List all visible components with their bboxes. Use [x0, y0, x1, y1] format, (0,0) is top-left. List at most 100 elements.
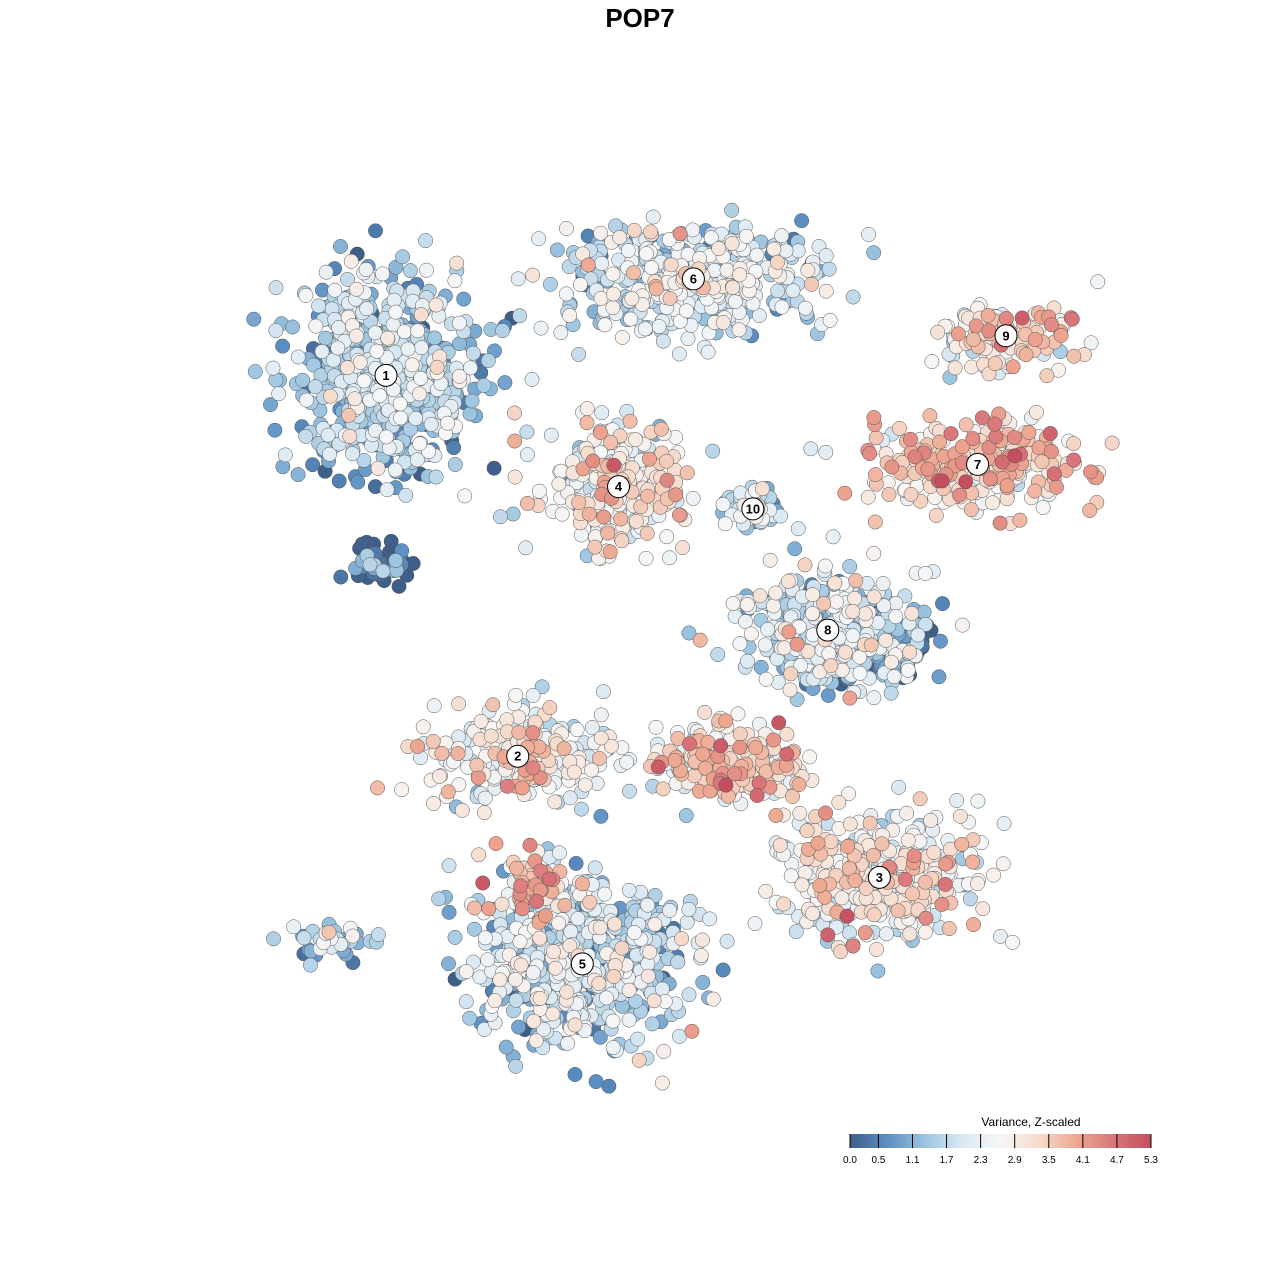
data-point — [719, 933, 735, 949]
data-point — [268, 323, 284, 338]
data-point — [525, 725, 541, 741]
data-point — [574, 876, 590, 892]
data-point — [592, 920, 608, 936]
data-point — [512, 308, 528, 324]
data-point — [622, 413, 638, 429]
data-point — [770, 254, 785, 270]
data-point — [794, 213, 810, 229]
data-point — [1035, 500, 1051, 515]
data-point — [758, 883, 774, 899]
data-point — [348, 281, 364, 297]
data-point — [941, 921, 957, 937]
data-point — [890, 903, 906, 919]
data-point — [695, 932, 710, 948]
data-point — [645, 209, 661, 225]
data-point — [996, 816, 1012, 831]
data-point — [577, 777, 593, 793]
data-point — [822, 312, 838, 328]
data-point — [299, 392, 314, 408]
data-point — [981, 323, 997, 339]
data-point — [531, 483, 547, 499]
colorbar-tick-label: 1.1 — [906, 1155, 920, 1166]
data-point — [621, 882, 637, 898]
data-point — [428, 297, 444, 313]
data-point — [679, 303, 694, 319]
data-point — [271, 386, 287, 402]
data-point — [470, 770, 486, 786]
data-point — [532, 990, 548, 1006]
data-point — [662, 550, 677, 566]
data-point — [505, 506, 521, 522]
data-point — [725, 596, 741, 611]
data-point — [754, 481, 770, 497]
data-point — [626, 925, 642, 941]
data-point — [938, 856, 954, 872]
data-point — [447, 457, 463, 472]
legend-title: Variance, Z-scaled — [981, 1115, 1080, 1129]
data-point — [370, 780, 385, 796]
data-point — [607, 916, 623, 932]
data-point — [792, 805, 808, 821]
cluster-label-text: 10 — [746, 501, 760, 516]
data-point — [897, 871, 913, 887]
data-point — [573, 801, 589, 817]
data-point — [434, 745, 450, 761]
data-point — [296, 930, 312, 946]
data-point — [340, 360, 355, 376]
data-point — [508, 687, 524, 703]
data-point — [934, 896, 950, 912]
data-point — [766, 241, 782, 257]
cluster-label-1: 1 — [374, 363, 398, 387]
data-point — [875, 576, 891, 592]
data-point — [628, 432, 643, 448]
data-point — [770, 283, 786, 299]
data-point — [529, 894, 545, 909]
data-point — [845, 938, 861, 954]
data-point — [1066, 452, 1082, 468]
data-point — [924, 354, 940, 369]
data-point — [900, 832, 916, 848]
data-point — [965, 332, 981, 348]
data-point — [933, 633, 948, 649]
data-point — [402, 263, 418, 279]
data-point — [1044, 317, 1059, 333]
data-point — [560, 1035, 576, 1051]
data-point — [317, 330, 333, 346]
data-point — [370, 460, 386, 476]
cluster-label-9: 9 — [994, 324, 1018, 348]
data-point — [612, 230, 628, 245]
data-point — [968, 318, 984, 334]
cluster-label-text: 6 — [690, 271, 697, 286]
data-point — [638, 246, 654, 262]
data-point — [904, 606, 920, 621]
data-point — [790, 521, 806, 537]
data-point — [762, 552, 778, 568]
data-point — [597, 317, 613, 333]
data-point — [847, 590, 863, 606]
data-point — [507, 405, 522, 421]
data-point — [394, 782, 410, 798]
data-point — [878, 632, 894, 648]
data-point — [483, 728, 499, 744]
data-point — [440, 415, 456, 431]
data-point — [477, 930, 493, 946]
cluster-label-10: 10 — [741, 497, 765, 521]
data-point — [345, 928, 361, 944]
data-point — [511, 724, 527, 740]
data-point — [1005, 934, 1020, 950]
data-point — [789, 636, 805, 652]
chart-title: POP7 — [605, 3, 674, 33]
data-point — [725, 280, 741, 295]
data-point — [526, 1013, 542, 1029]
data-point — [900, 662, 916, 678]
data-point — [681, 987, 697, 1003]
data-point — [605, 266, 621, 282]
data-point — [388, 553, 404, 568]
data-point — [952, 808, 968, 824]
data-point — [648, 281, 664, 297]
data-point — [507, 469, 523, 485]
data-point — [412, 436, 428, 452]
data-point — [781, 624, 797, 640]
data-point — [268, 280, 284, 296]
